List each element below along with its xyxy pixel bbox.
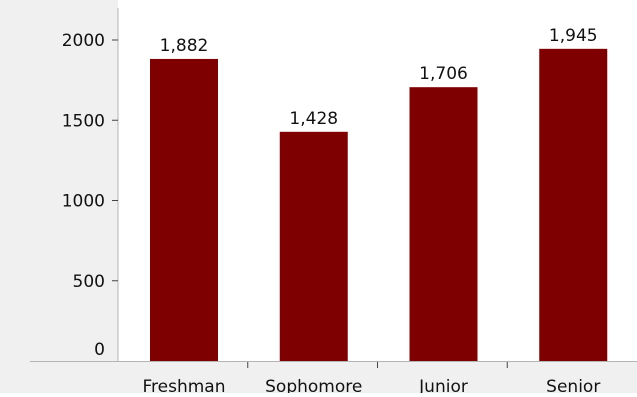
bar-value-label: 1,882 [160,36,209,56]
y-tick-label: 0 [94,340,105,360]
y-axis-ticks: 0 500 1000 1500 2000 [62,31,118,360]
y-tick-label: 2000 [62,31,105,51]
x-axis-ticks: Freshman Sophomore Junior Senior [143,362,600,397]
x-tick-label: Junior [418,377,468,393]
x-tick-label: Senior [546,377,600,393]
y-tick-label: 1000 [62,192,105,212]
x-axis-panel [0,361,637,393]
bar-junior [409,87,478,361]
bar-sophomore [279,131,348,361]
bars-group: 1,882 1,428 1,706 1,945 [150,26,608,362]
x-tick-label: Freshman [143,377,226,393]
y-tick-label: 1500 [62,111,105,131]
bar-senior [539,48,608,361]
bar-value-label: 1,945 [549,26,598,46]
bar-value-label: 1,706 [419,64,468,84]
y-axis-panel [0,0,118,393]
bar-freshman [150,58,218,362]
bar-value-label: 1,428 [289,109,338,129]
y-tick-label: 500 [73,272,105,292]
x-tick-label: Sophomore [265,377,362,393]
